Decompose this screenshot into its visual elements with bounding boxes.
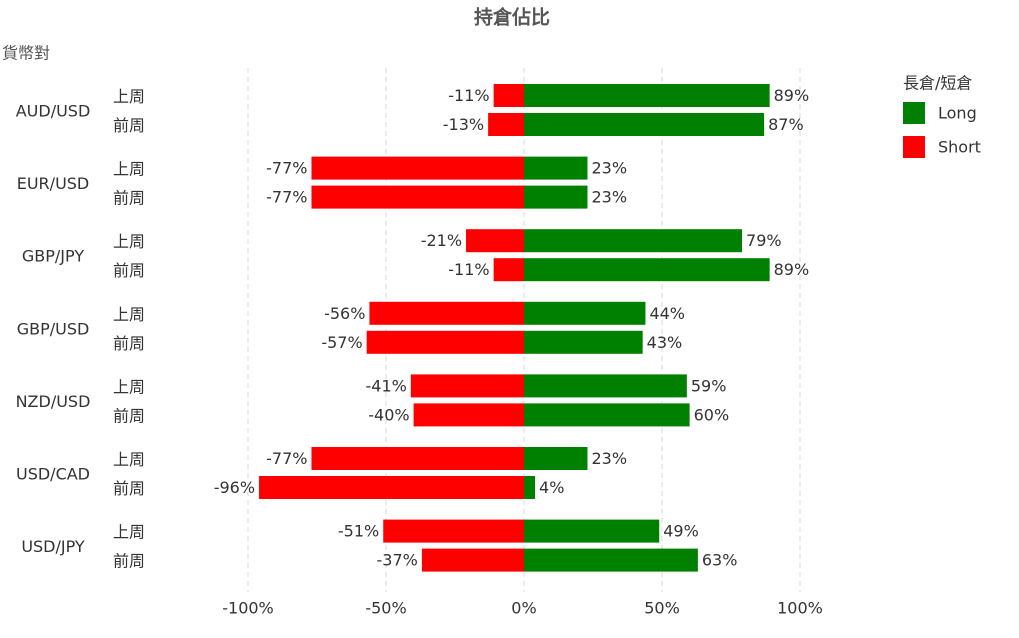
category-label: USD/CAD <box>16 465 90 484</box>
bar <box>493 84 524 107</box>
legend-swatch <box>903 136 925 158</box>
period-label: 前周 <box>113 261 145 280</box>
category-label: USD/JPY <box>21 537 85 556</box>
y-axis-label: 貨幣對 <box>2 44 50 63</box>
bar <box>488 113 524 136</box>
period-label: 上周 <box>113 450 145 469</box>
value-label: 44% <box>649 304 685 323</box>
value-label: -77% <box>266 159 307 178</box>
x-tick-label: 0% <box>511 599 536 618</box>
value-label: 59% <box>691 376 727 395</box>
category-label: NZD/USD <box>16 392 91 411</box>
bar <box>524 548 698 572</box>
period-label: 上周 <box>113 523 145 542</box>
bar <box>466 229 524 253</box>
period-label: 前周 <box>113 116 145 135</box>
bar <box>524 403 690 427</box>
bar <box>524 519 660 543</box>
bar <box>524 258 770 282</box>
period-label: 上周 <box>113 305 145 324</box>
legend-label: Long <box>938 104 977 123</box>
x-tick-label: 50% <box>644 599 680 618</box>
value-label: 79% <box>746 231 782 250</box>
value-label: 43% <box>647 333 683 352</box>
value-label: 89% <box>774 260 810 279</box>
value-label: 4% <box>539 478 564 497</box>
bar <box>366 330 524 354</box>
bar <box>524 330 643 354</box>
bar <box>421 548 524 572</box>
bar <box>524 447 588 470</box>
x-tick-label: -50% <box>365 599 406 618</box>
x-tick-label: -100% <box>222 599 274 618</box>
value-label: -77% <box>266 188 307 207</box>
bar <box>524 113 765 136</box>
value-label: 89% <box>774 86 810 105</box>
bar <box>311 447 524 470</box>
value-label: -11% <box>448 260 489 279</box>
value-label: -57% <box>321 333 362 352</box>
value-label: 60% <box>694 405 730 424</box>
value-label: 23% <box>591 188 627 207</box>
bar <box>524 301 646 325</box>
period-label: 上周 <box>113 232 145 251</box>
legend-label: Short <box>938 138 981 157</box>
bar <box>524 84 770 107</box>
bar <box>311 185 524 209</box>
period-label: 前周 <box>113 552 145 571</box>
category-label: GBP/USD <box>17 319 90 338</box>
period-label: 前周 <box>113 189 145 208</box>
period-label: 前周 <box>113 406 145 425</box>
value-label: 87% <box>768 115 804 134</box>
value-label: -13% <box>443 115 484 134</box>
x-tick-label: 100% <box>777 599 823 618</box>
period-label: 前周 <box>113 334 145 353</box>
bar <box>524 156 588 180</box>
value-label: -40% <box>368 405 409 424</box>
category-label: AUD/USD <box>16 102 91 121</box>
value-label: 23% <box>591 159 627 178</box>
bar <box>524 185 588 209</box>
period-label: 前周 <box>113 479 145 498</box>
period-label: 上周 <box>113 160 145 179</box>
bar <box>524 374 687 398</box>
bar <box>311 156 524 180</box>
value-label: 63% <box>702 551 738 570</box>
bar <box>493 258 524 282</box>
bar <box>413 403 524 427</box>
value-label: -96% <box>214 478 255 497</box>
category-label: GBP/JPY <box>22 247 84 266</box>
value-label: -56% <box>324 304 365 323</box>
value-label: 49% <box>663 522 699 541</box>
value-label: -77% <box>266 449 307 468</box>
bar <box>259 476 524 499</box>
value-label: -21% <box>421 231 462 250</box>
bar <box>383 519 524 543</box>
value-label: -37% <box>377 551 418 570</box>
bar <box>369 301 524 325</box>
category-label: EUR/USD <box>17 174 90 193</box>
legend-title: 長倉/短倉 <box>903 74 972 93</box>
value-label: -51% <box>338 522 379 541</box>
period-label: 上周 <box>113 377 145 396</box>
value-label: -11% <box>448 86 489 105</box>
bar <box>410 374 524 398</box>
value-label: 23% <box>591 449 627 468</box>
legend-swatch <box>903 102 925 124</box>
bar <box>524 229 743 253</box>
value-label: -41% <box>365 376 406 395</box>
chart-title: 持倉佔比 <box>474 6 550 29</box>
period-label: 上周 <box>113 87 145 106</box>
bar <box>524 476 536 499</box>
